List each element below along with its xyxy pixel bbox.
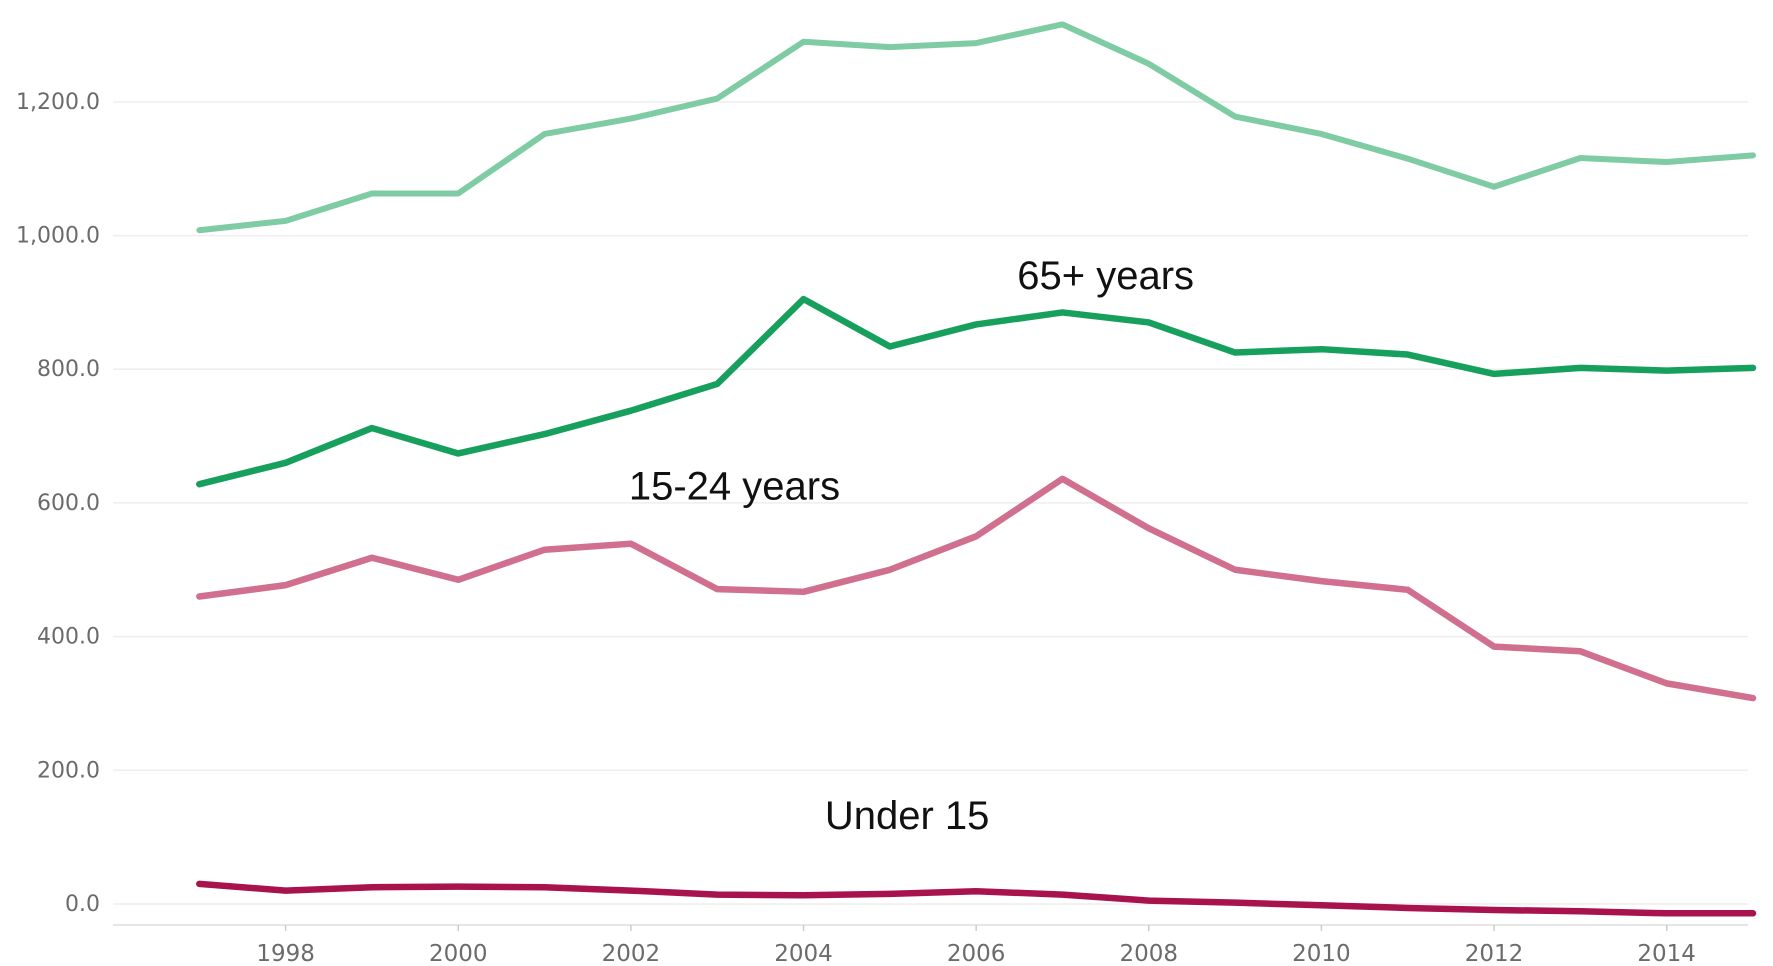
series-label-3: Under 15 (825, 794, 990, 838)
x-tick-label: 2002 (602, 941, 661, 966)
x-tick-label: 2008 (1120, 941, 1179, 966)
y-tick-label: 600.0 (37, 491, 100, 516)
grid-layer (113, 101, 1748, 905)
series-line-3 (196, 880, 1757, 917)
x-tick-label: 2006 (947, 941, 1006, 966)
x-tick-label: 2010 (1292, 941, 1351, 966)
y-tick-label: 800.0 (37, 357, 100, 382)
series-label-2: 15-24 years (629, 465, 840, 509)
y-tick-label: 400.0 (37, 625, 100, 650)
label-layer: 65+ years 15-24 years Under 15 (629, 254, 1194, 838)
series-line-2 (196, 475, 1757, 702)
series-line-0 (196, 21, 1756, 234)
axis-layer: 0.0 200.0 400.0 600.0 800.0 1,000.0 1,200.0 199… (16, 90, 1748, 966)
x-tick-label: 2000 (429, 941, 488, 966)
x-tick-label: 2014 (1637, 941, 1696, 966)
series-line-1 (196, 295, 1757, 488)
y-tick-label: 0.0 (65, 892, 100, 917)
series-layer (196, 21, 1757, 917)
series-label-1: 65+ years (1017, 254, 1194, 298)
x-tick-label: 2004 (774, 941, 833, 966)
y-tick-label: 200.0 (37, 758, 100, 783)
y-tick-label: 1,000.0 (16, 224, 100, 249)
y-tick-label: 1,200.0 (16, 90, 100, 115)
x-tick-label: 2012 (1465, 941, 1524, 966)
x-tick-label: 1998 (256, 941, 315, 966)
